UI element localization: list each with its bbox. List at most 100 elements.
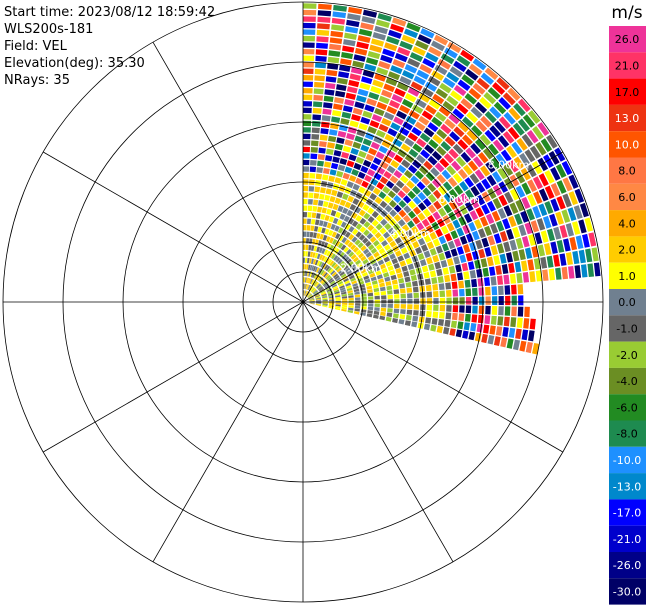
radar-gate [323,242,329,249]
radar-gate [303,198,308,205]
radar-gate [363,275,370,280]
colorbar-cell [609,552,646,579]
radar-gate [486,200,496,212]
radar-gate [406,287,413,293]
radar-gate [458,313,465,322]
radar-gate [392,284,399,290]
radar-gate [354,47,368,56]
radar-gate [497,316,504,326]
radar-gate [498,194,508,207]
radar-gate [333,289,340,293]
radar-gate [438,235,447,245]
radar-gate [565,223,575,237]
radar-gate [432,238,441,247]
radar-gate [445,312,452,320]
radar-gate [369,163,379,171]
radar-gate [457,321,464,330]
radar-gate [542,215,552,229]
radar-gate [326,276,332,281]
radar-gate [370,276,377,282]
radar-gate [524,306,530,318]
radar-gate [422,198,432,207]
radar-gate [399,174,409,184]
radar-gate [375,223,383,231]
radar-gate [499,231,508,242]
radar-gate [438,283,445,291]
radar-gate [397,190,406,199]
radar-gate [368,299,374,304]
radar-gate [464,93,478,105]
radar-gate [407,190,417,200]
radar-gate [421,218,430,228]
radar-gate [427,215,436,224]
radar-gate [374,196,383,205]
radar-gate [392,317,399,324]
radar-gate [394,294,400,299]
radar-gate [528,234,537,246]
radar-gate [387,71,401,81]
radar-gate [498,181,509,193]
radar-gate [507,87,521,101]
radar-gate [364,174,373,183]
radar-gate [333,150,342,157]
radar-gate [324,89,335,96]
radar-gate [362,138,372,147]
radar-gate [502,163,514,176]
radar-gate [334,265,341,271]
radar-gate [493,233,502,244]
radar-gate [315,173,323,180]
info-panel: Start time: 2023/08/12 18:59:42 WLS200s-… [4,4,215,89]
radar-gate [321,255,326,262]
radar-gate [431,70,445,81]
radar-gate [417,212,426,221]
radar-gate [344,239,351,246]
azimuth-spoke [302,301,564,453]
radar-gate [434,162,445,173]
radar-gate [529,145,542,159]
radar-gate [410,274,417,282]
radar-gate [485,305,491,315]
radar-gate [431,150,443,161]
radar-gate [315,303,322,306]
radar-gate [374,295,380,300]
radar-gate [544,170,555,184]
radar-gate [587,263,595,277]
radar-gate [572,250,580,265]
radar-gate [342,298,348,301]
radar-gate [487,335,495,345]
radar-gate [341,51,354,60]
radar-gate [337,205,344,213]
radar-gate [521,196,531,210]
radar-gate [412,216,421,225]
radar-gate [341,229,348,236]
radar-gate [322,221,328,228]
radar-gate [438,106,451,117]
radar-gate [344,267,351,273]
radar-gate [442,100,455,112]
radar-gate [337,227,344,234]
radar-gate [370,141,380,150]
radar-gate [325,76,337,83]
radar-gate [361,296,367,300]
radar-gate [498,306,504,316]
radar-gate [544,185,555,199]
radar-gate [370,178,379,186]
radar-gate [464,177,475,188]
radar-gate [315,302,322,305]
radar-gate [329,299,335,302]
radar-gate [507,126,520,140]
radar-gate [441,243,450,252]
radar-gate [422,58,436,69]
radar-gate [463,322,470,331]
radar-gate [321,292,327,296]
radar-gate [314,266,318,273]
radar-gate [355,156,365,165]
radar-gates [303,3,601,355]
radar-gate [477,152,489,164]
radar-gate [515,171,526,184]
radar-gate [312,289,317,294]
radar-gate [474,138,486,151]
radar-gate [402,214,411,223]
radar-gate [472,82,486,95]
radar-gate [426,257,433,265]
